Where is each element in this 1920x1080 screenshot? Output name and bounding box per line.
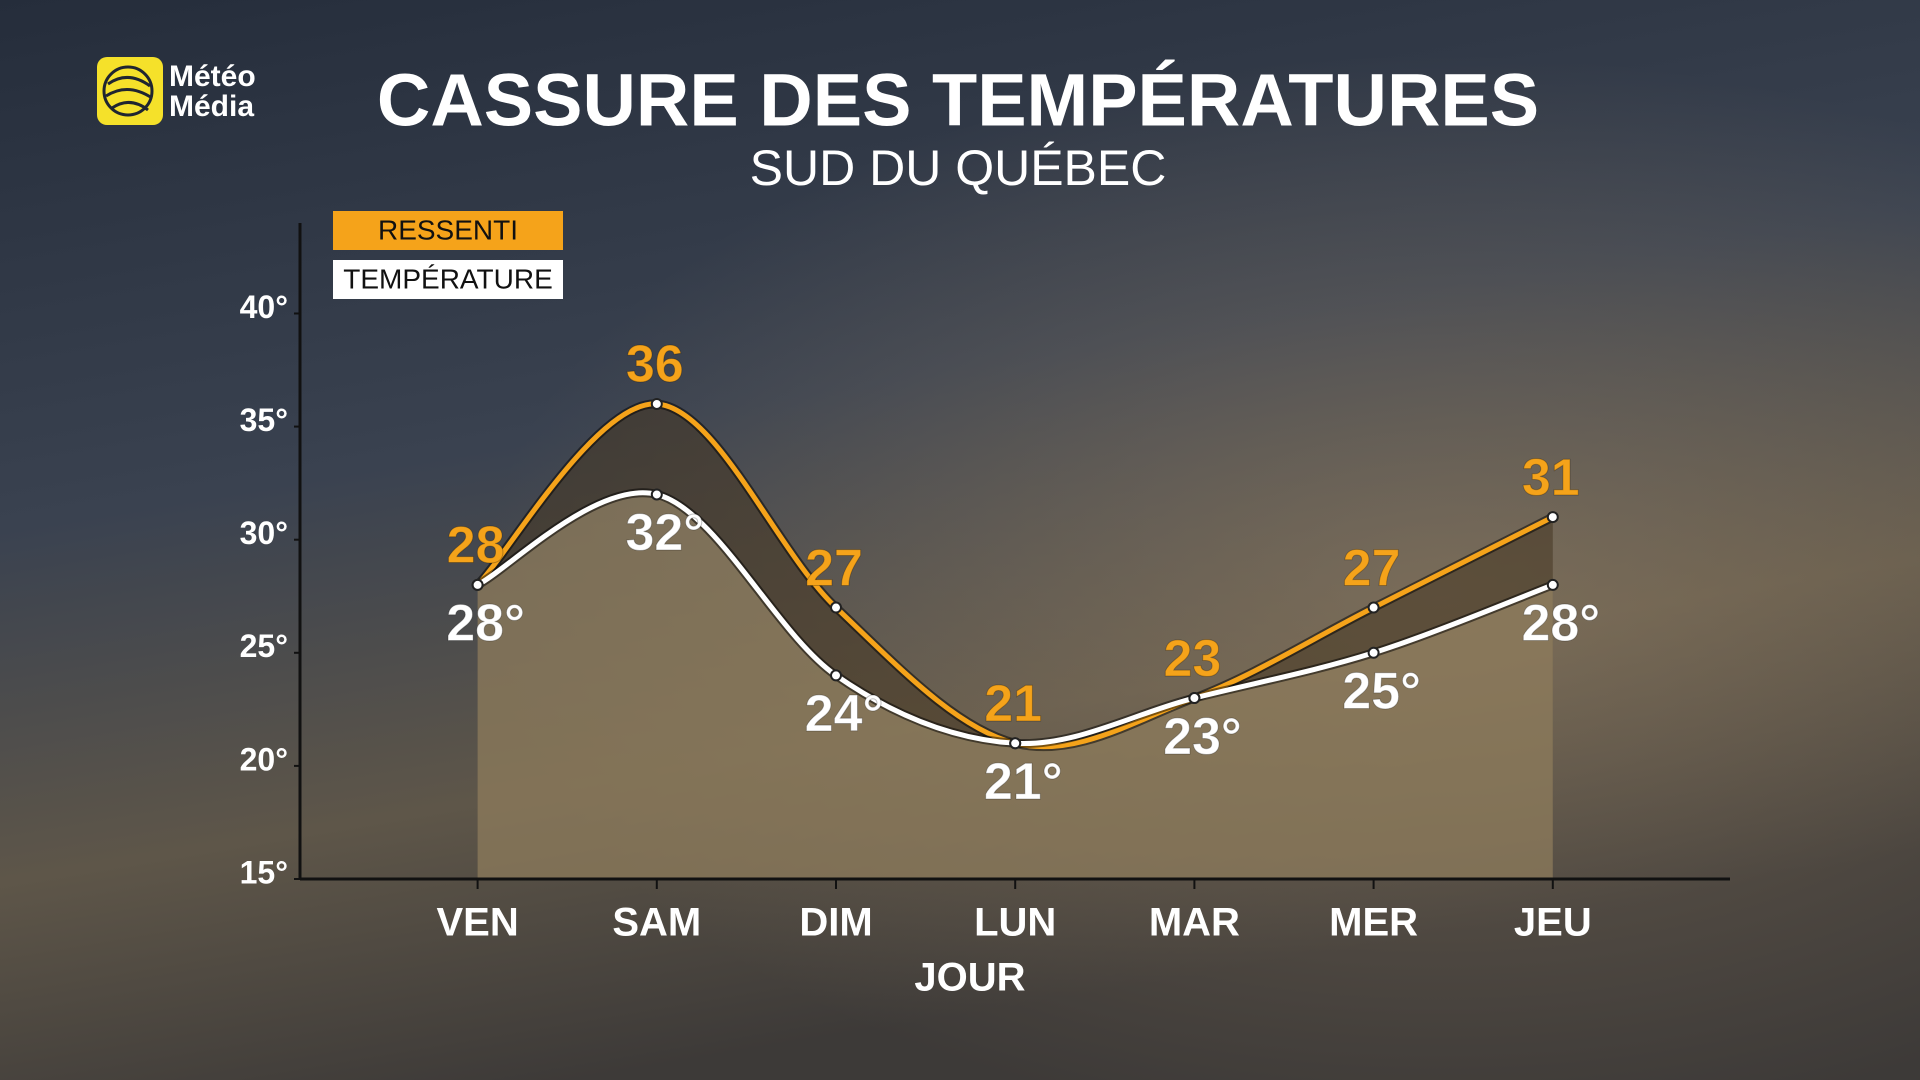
legend-label: TEMPÉRATURE bbox=[343, 263, 553, 294]
point bbox=[1188, 692, 1201, 705]
legend-swatch bbox=[333, 211, 563, 250]
x-axis-title: JOUR bbox=[914, 956, 1025, 1000]
point bbox=[471, 578, 484, 591]
y-tick-label: 30° bbox=[240, 515, 288, 551]
data-label: 27 bbox=[1343, 539, 1401, 597]
logo-text: Météo bbox=[169, 60, 256, 93]
point bbox=[650, 397, 663, 410]
point bbox=[1367, 646, 1380, 659]
legend-label: RESSENTI bbox=[378, 214, 518, 245]
logo: Météo Média bbox=[97, 57, 256, 125]
data-label: 28° bbox=[446, 595, 525, 653]
point bbox=[1546, 511, 1559, 524]
x-tick-label: DIM bbox=[799, 901, 872, 945]
data-label: 23° bbox=[1163, 708, 1242, 766]
point bbox=[1546, 578, 1559, 591]
point bbox=[650, 488, 663, 501]
data-label: 23 bbox=[1163, 630, 1221, 688]
data-label: 27 bbox=[805, 539, 863, 597]
data-label: 21° bbox=[984, 753, 1063, 811]
area bbox=[477, 403, 1553, 879]
data-label: 32° bbox=[625, 504, 704, 562]
chart-subtitle: SUD DU QUÉBEC bbox=[750, 140, 1167, 196]
point bbox=[830, 601, 842, 614]
data-label: 28 bbox=[447, 517, 505, 575]
logo-text: Média bbox=[169, 90, 254, 123]
area bbox=[477, 492, 1553, 879]
y-tick-label: 15° bbox=[240, 854, 288, 890]
chart-title: CASSURE DES TEMPÉRATURES bbox=[377, 59, 1539, 142]
data-label: 24° bbox=[805, 685, 884, 743]
point bbox=[1009, 737, 1022, 750]
x-tick-label: SAM bbox=[612, 901, 701, 945]
data-label: 31 bbox=[1522, 449, 1580, 507]
point bbox=[1367, 601, 1380, 614]
x-tick-label: LUN bbox=[974, 901, 1056, 945]
x-tick-label: VEN bbox=[436, 901, 518, 945]
y-tick-label: 25° bbox=[240, 628, 288, 664]
data-label: 36 bbox=[626, 336, 684, 394]
legend-swatch bbox=[333, 260, 563, 299]
logo-lines bbox=[105, 76, 153, 112]
point bbox=[830, 669, 842, 682]
logo-globe bbox=[102, 65, 154, 117]
y-tick-label: 40° bbox=[240, 289, 288, 325]
x-tick-label: MER bbox=[1329, 901, 1418, 945]
y-tick-label: 20° bbox=[240, 741, 288, 777]
x-tick-label: MAR bbox=[1149, 901, 1240, 945]
data-label: 28° bbox=[1521, 595, 1600, 653]
data-label: 21 bbox=[984, 675, 1042, 733]
y-tick-label: 35° bbox=[240, 402, 288, 438]
x-tick-label: JEU bbox=[1514, 901, 1592, 945]
data-label: 25° bbox=[1342, 663, 1421, 721]
